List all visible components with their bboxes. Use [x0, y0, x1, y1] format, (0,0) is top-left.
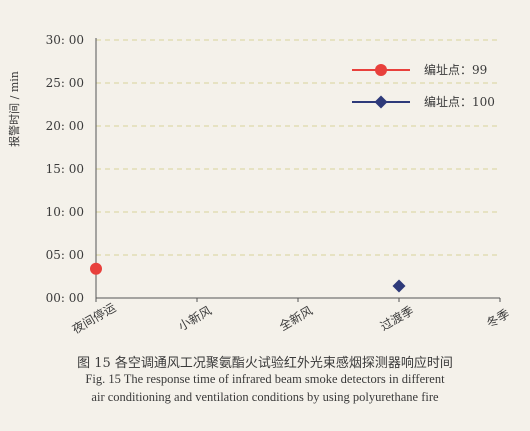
data-point-series-1: [90, 262, 102, 275]
y-tick-label: 00: 00: [46, 291, 84, 305]
x-tick-label: 冬季: [484, 306, 512, 331]
chart: 00: 00 05: 00 10: 00 15: 00 20: 00 25: 00 30: …: [7, 33, 512, 337]
x-tick-label: 全新风: [276, 303, 315, 334]
figure-caption-english-line1: Fig. 15 The response time of infrared be…: [85, 372, 445, 386]
data-point-series-2: [392, 279, 406, 293]
legend-label: 编址点：99: [424, 62, 487, 77]
x-tick-label: 过渡季: [377, 303, 416, 334]
legend-label: 编址点：100: [424, 94, 495, 109]
y-tick-label: 10: 00: [46, 205, 84, 219]
legend-marker: [375, 64, 387, 76]
figure-caption-chinese: 图 15 各空调通风工况聚氨酯火试验红外光束感烟探测器响应时间: [77, 356, 453, 371]
figure-caption-english-line2: air conditioning and ventilation conditi…: [91, 390, 439, 404]
y-tick-label: 05: 00: [46, 248, 84, 262]
legend-marker: [374, 95, 388, 109]
y-tick-label: 30: 00: [46, 33, 84, 47]
y-tick-label: 25: 00: [46, 76, 84, 90]
y-axis-title: 报警时间 / min: [7, 71, 21, 147]
x-tick-label: 小新风: [175, 303, 214, 334]
y-tick-label: 20: 00: [46, 119, 84, 133]
y-tick-label: 15: 00: [46, 162, 84, 176]
x-tick-label: 夜间停运: [69, 300, 118, 337]
